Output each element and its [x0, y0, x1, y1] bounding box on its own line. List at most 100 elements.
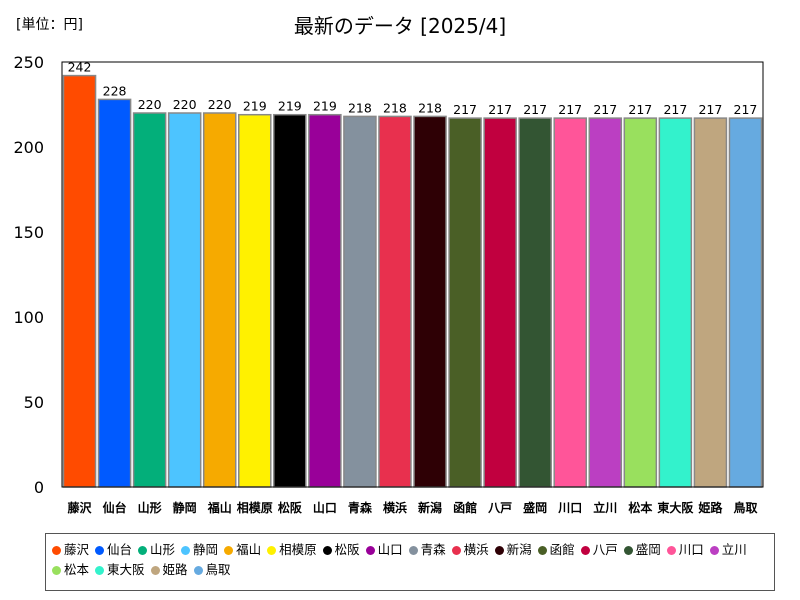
bar-value-label: 217: [628, 102, 652, 117]
bar-value-label: 219: [278, 99, 302, 114]
bar-value-label: 217: [453, 102, 477, 117]
legend-item: 静岡: [181, 540, 218, 560]
x-tick-label: 鳥取: [733, 500, 757, 515]
bar-20: [728, 117, 763, 488]
legend-item: 鳥取: [193, 560, 231, 580]
legend-item: 山口: [365, 540, 403, 560]
bar-19: [693, 117, 728, 488]
legend-item: 函館: [537, 540, 575, 560]
legend-item: 横浜: [451, 540, 489, 560]
legend-label: 新潟: [506, 542, 532, 557]
x-tick-label: 松本: [628, 500, 652, 515]
legend-label: 東大阪: [107, 562, 145, 577]
plot-frame: [61, 61, 764, 488]
legend-label: 松阪: [334, 542, 360, 557]
x-tick-label: 新潟: [418, 500, 442, 515]
legend-label: 相模原: [279, 542, 317, 557]
bar-value-label: 217: [488, 102, 512, 117]
bar-14: [518, 117, 552, 488]
legend-label: 立川: [721, 542, 747, 557]
x-tick-label: 仙台: [103, 500, 127, 515]
x-tick-label: 横浜: [383, 500, 407, 515]
bar-value-label: 220: [208, 97, 232, 112]
bar-2: [97, 98, 132, 488]
legend-label: 福山: [236, 542, 262, 557]
bar-value-label: 220: [173, 97, 197, 112]
legend-label: 川口: [678, 542, 704, 557]
legend-dot-icon: [580, 546, 590, 555]
legend-item: 東大阪: [95, 560, 145, 580]
bar-value-label: 219: [313, 99, 337, 114]
bar-6: [238, 113, 272, 488]
x-tick-label: 山形: [138, 500, 162, 515]
chart-title: 最新のデータ [2025/4]: [293, 14, 507, 38]
legend-dot-icon: [451, 546, 461, 555]
bar-11: [413, 115, 447, 488]
legend-item: 松阪: [322, 540, 360, 560]
legend-dot-icon: [709, 546, 719, 555]
bar-value-label: 217: [663, 102, 687, 117]
x-tick-label: 福山: [207, 500, 232, 515]
legend-label: 鳥取: [205, 562, 231, 577]
legend-item: 川口: [666, 540, 704, 560]
bar-5: [202, 112, 237, 488]
bar-9: [343, 115, 377, 488]
bar-value-label: 217: [734, 102, 758, 117]
x-tick-label: 函館: [453, 500, 477, 515]
legend: 藤沢 仙台 山形 静岡 福山 相模原 松阪 山口 青森 横浜 新潟 函館 八戸 盛岡 川口 立川松本 東大阪 姫路…: [45, 533, 775, 591]
legend-dot-icon: [95, 566, 105, 575]
legend-item: 仙台: [95, 540, 132, 560]
legend-dot-icon: [267, 546, 277, 555]
bar-4: [167, 112, 202, 488]
bar-16: [588, 117, 623, 488]
bar-18: [658, 117, 693, 488]
bar-chart: 0 50 100 150 200 250 242 228 220 220 220 219 219 219…: [13, 53, 764, 515]
x-tick-label: 松阪: [278, 500, 303, 515]
y-tick-label: 250: [13, 53, 44, 72]
x-tick-label: 八戸: [487, 501, 512, 515]
bar-value-label: 242: [68, 60, 92, 75]
legend-item: 青森: [408, 540, 446, 560]
bar-12: [448, 117, 482, 488]
bar-17: [623, 117, 658, 488]
legend-dot-icon: [52, 546, 61, 555]
legend-item: 盛岡: [623, 540, 661, 560]
legend-dot-icon: [494, 546, 504, 555]
legend-label: 仙台: [107, 542, 133, 557]
legend-label: 藤沢: [64, 542, 90, 557]
x-tick-label: 立川: [593, 500, 617, 515]
bar-value-label: 217: [558, 102, 582, 117]
legend-item: 松本: [52, 560, 89, 580]
bar-value-label: 217: [698, 102, 722, 117]
legend-dot-icon: [623, 546, 633, 555]
legend-label: 山口: [377, 542, 403, 557]
bar-value-label: 217: [523, 102, 547, 117]
legend-dot-icon: [322, 546, 332, 555]
legend-item: 相模原: [267, 540, 317, 560]
legend-label: 横浜: [463, 542, 489, 557]
bar-3: [132, 112, 167, 488]
legend-label: 青森: [420, 542, 446, 557]
x-tick-label: 川口: [557, 501, 582, 515]
unit-label: [単位：円]: [16, 17, 83, 33]
x-tick-label: 藤沢: [67, 500, 93, 515]
x-tick-label: 盛岡: [523, 500, 547, 515]
legend-label: 盛岡: [635, 542, 661, 557]
legend-dot-icon: [408, 546, 418, 555]
legend-dot-icon: [138, 546, 148, 555]
x-tick-label: 静岡: [173, 500, 197, 515]
legend-dot-icon: [150, 566, 160, 575]
legend-dot-icon: [181, 546, 191, 555]
legend-label: 八戸: [592, 542, 618, 557]
legend-item: 藤沢: [52, 540, 89, 560]
x-tick-label: 山口: [313, 500, 337, 515]
y-tick-label: 50: [24, 393, 44, 412]
x-tick-label: 東大阪: [657, 500, 694, 515]
y-tick-label: 100: [13, 308, 44, 327]
legend-dot-icon: [224, 546, 234, 555]
bar-value-label: 218: [348, 100, 372, 115]
legend-item: 立川: [709, 540, 747, 560]
legend-dot-icon: [537, 546, 547, 555]
legend-dot-icon: [365, 546, 375, 555]
y-tick-label: 0: [34, 478, 44, 497]
